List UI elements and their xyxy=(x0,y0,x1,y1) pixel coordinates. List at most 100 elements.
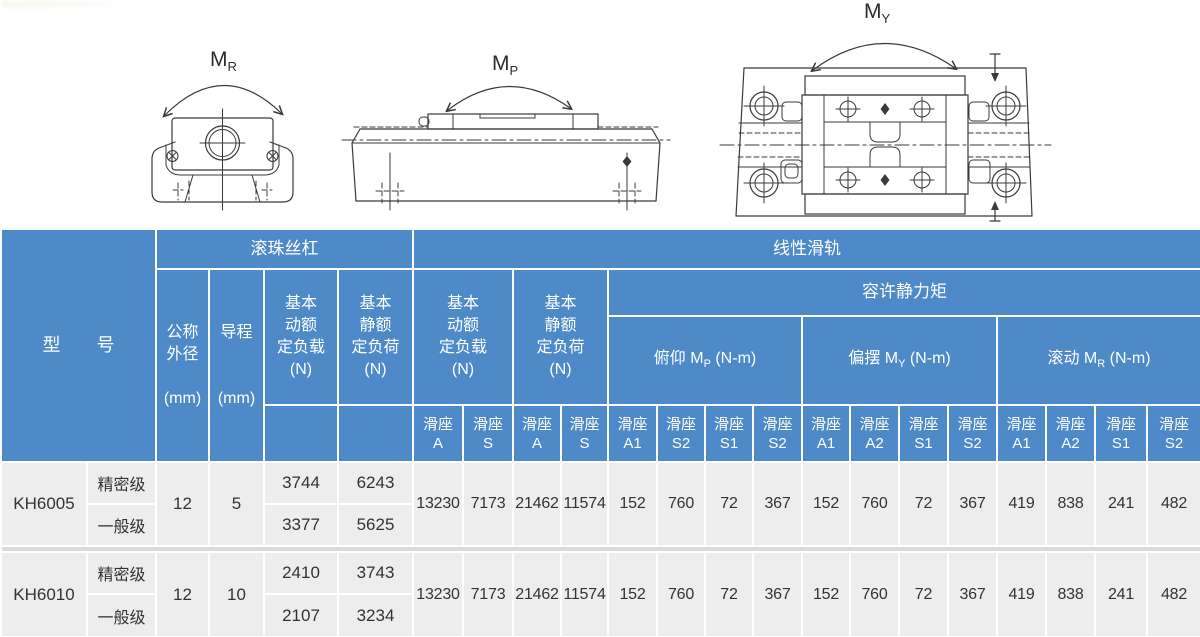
header-slider-col: 滑座 A1 xyxy=(607,404,658,463)
slider-id: S2 xyxy=(671,434,691,452)
bs-stat-cell: 3743 xyxy=(337,551,414,595)
header-slider-col: 滑座 A2 xyxy=(1045,404,1096,463)
pitch-unit: (N-m) xyxy=(710,350,757,368)
header-slider-col: 滑座 S xyxy=(462,404,514,463)
header-bs-static-load: 基本 静额 定负荷 (N) xyxy=(337,268,414,406)
slider-id: A1 xyxy=(816,434,836,452)
lg-value-cell: 21462 xyxy=(512,551,562,637)
slider-word: 滑座 xyxy=(810,415,841,433)
slider-word: 滑座 xyxy=(665,415,696,433)
yaw-prefix: 偏摆 M xyxy=(848,350,899,368)
pitch-moment-label: MP xyxy=(492,52,518,78)
header-empty-cell xyxy=(337,404,414,463)
lg-value-cell: 152 xyxy=(607,461,658,547)
lg-value-cell: 838 xyxy=(1045,551,1096,637)
moment-subscript: Y xyxy=(881,11,891,27)
lg-value-cell: 152 xyxy=(607,551,658,637)
model-cell: KH6010 xyxy=(0,551,88,637)
slider-id: A xyxy=(531,434,542,452)
slider-word: 滑座 xyxy=(1158,415,1189,433)
lg-value-cell: 21462 xyxy=(512,461,562,547)
header-slider-col: 滑座 S1 xyxy=(898,404,949,463)
slider-id: S2 xyxy=(768,434,787,452)
lg-value-cell: 152 xyxy=(801,461,851,547)
header-slider-col: 滑座 A xyxy=(412,404,464,463)
header-bs-dynamic-load: 基本 动额 定负载 (N) xyxy=(263,268,339,406)
header-yaw-moment: 偏摆 MY (N-m) xyxy=(801,315,998,406)
roll-subscript: R xyxy=(1097,358,1106,371)
slider-word: 滑座 xyxy=(957,415,988,433)
grade-cell: 精密级 xyxy=(86,461,157,505)
lg-value-cell: 13230 xyxy=(412,551,464,637)
header-empty-cell xyxy=(263,404,339,463)
header-model: 型 号 xyxy=(0,228,157,463)
slider-id: S1 xyxy=(719,434,739,452)
lg-value-cell: 367 xyxy=(752,551,803,637)
slider-word: 滑座 xyxy=(859,415,890,433)
header-lead: 导程 (mm) xyxy=(208,268,265,463)
lg-value-cell: 367 xyxy=(752,461,803,547)
lg-value-cell: 11574 xyxy=(560,461,609,547)
header-pitch-moment: 俯仰 MP (N-m) xyxy=(607,315,803,406)
grade-cell: 一般级 xyxy=(86,503,157,547)
slider-word: 滑座 xyxy=(422,415,453,433)
lg-value-cell: 241 xyxy=(1094,551,1148,637)
header-slider-col: 滑座 A1 xyxy=(801,404,851,463)
moment-symbol: M xyxy=(864,0,882,23)
lead-cell: 10 xyxy=(208,551,265,637)
slider-id: S2 xyxy=(1164,434,1184,452)
moment-diagrams: MR xyxy=(0,0,1200,228)
header-slider-col: 滑座 S xyxy=(560,404,609,463)
bs-dyn-cell: 3744 xyxy=(263,461,339,505)
header-static-moment-group: 容许静力矩 xyxy=(607,268,1200,317)
header-slider-col: 滑座 S2 xyxy=(752,404,803,463)
slider-id: A1 xyxy=(1012,434,1031,452)
slider-id: A1 xyxy=(623,434,642,452)
roll-prefix: 滚动 M xyxy=(1047,350,1098,368)
header-slider-col: 滑座 S1 xyxy=(1094,404,1148,463)
bs-stat-cell: 6243 xyxy=(337,461,414,505)
lg-value-cell: 241 xyxy=(1094,461,1148,547)
pitch-subscript: P xyxy=(703,358,711,371)
lg-value-cell: 72 xyxy=(704,551,754,637)
bs-stat-cell: 5625 xyxy=(337,503,414,547)
lg-value-cell: 11574 xyxy=(560,551,609,637)
header-slider-col: 滑座 A2 xyxy=(849,404,900,463)
moment-subscript: R xyxy=(227,59,237,75)
slider-word: 滑座 xyxy=(908,415,939,433)
lg-value-cell: 838 xyxy=(1045,461,1096,547)
slider-id: A2 xyxy=(865,434,884,452)
corner-artifact xyxy=(2,1,128,8)
moment-symbol: M xyxy=(492,52,510,75)
lg-value-cell: 419 xyxy=(996,461,1047,547)
lg-value-cell: 419 xyxy=(996,551,1047,637)
header-slider-col: 滑座 A1 xyxy=(996,404,1047,463)
slider-id: S1 xyxy=(914,434,933,452)
header-slider-col: 滑座 S2 xyxy=(1146,404,1200,463)
header-linear-guide-group: 线性滑轨 xyxy=(412,228,1200,270)
roll-moment-label: MR xyxy=(210,48,237,74)
lg-value-cell: 72 xyxy=(704,461,754,547)
roll-moment-diagram xyxy=(151,84,294,211)
slider-word: 滑座 xyxy=(762,415,793,433)
lg-value-cell: 482 xyxy=(1146,551,1200,637)
header-lg-static-load: 基本 静额 定负荷 (N) xyxy=(512,268,609,406)
yaw-subscript: Y xyxy=(898,358,906,371)
lg-value-cell: 152 xyxy=(801,551,851,637)
lg-value-cell: 7173 xyxy=(462,551,514,637)
lg-value-cell: 760 xyxy=(849,551,900,637)
header-slider-col: 滑座 S2 xyxy=(656,404,706,463)
lg-value-cell: 760 xyxy=(656,461,706,547)
slider-word: 滑座 xyxy=(521,415,552,433)
slider-word: 滑座 xyxy=(617,415,648,433)
slider-id: A2 xyxy=(1061,434,1080,452)
grade-cell: 精密级 xyxy=(86,551,157,595)
header-lg-dynamic-load: 基本 动额 定负载 (N) xyxy=(412,268,514,406)
lg-value-cell: 367 xyxy=(947,551,998,637)
slider-word: 滑座 xyxy=(1105,415,1136,433)
header-slider-col: 滑座 S1 xyxy=(704,404,754,463)
spec-table: 型 号 滚珠丝杠 线性滑轨 公称 外径 (mm) 导程 (mm) 基本 动额 定… xyxy=(0,228,1200,637)
yaw-unit: (N-m) xyxy=(905,350,951,368)
bs-dyn-cell: 2410 xyxy=(263,551,339,595)
